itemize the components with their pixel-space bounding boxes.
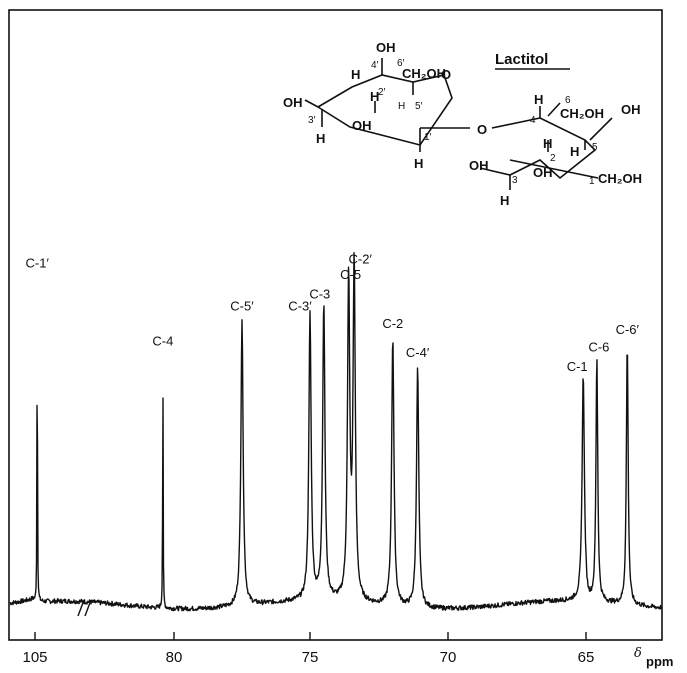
svg-text:H: H: [370, 89, 379, 104]
svg-text:OH: OH: [621, 102, 641, 117]
x-tick-label: 80: [166, 649, 183, 666]
galactose-ring: [304, 58, 470, 152]
spectrum-trace: [9, 252, 662, 612]
svg-text:O: O: [441, 67, 451, 82]
peak-label-c2: C-2: [382, 316, 403, 331]
svg-text:6: 6: [565, 95, 571, 106]
svg-text:H: H: [414, 156, 423, 171]
svg-text:H: H: [316, 131, 325, 146]
svg-text:5′: 5′: [415, 101, 423, 112]
svg-text:CH₂OH: CH₂OH: [402, 66, 446, 81]
peak-label-c1: C-1: [567, 359, 588, 374]
svg-text:3: 3: [512, 175, 518, 186]
x-tick-label: 105: [22, 649, 47, 666]
peak-label-c6: C-6′: [616, 322, 640, 337]
svg-text:H: H: [543, 136, 552, 151]
svg-text:4′: 4′: [371, 60, 379, 71]
svg-text:OH: OH: [469, 158, 489, 173]
structure-title: Lactitol: [495, 51, 548, 68]
svg-text:H: H: [500, 193, 509, 208]
svg-text:OH: OH: [376, 40, 396, 55]
plot-frame: [8, 9, 663, 641]
peak-label-c6: C-6: [588, 339, 609, 354]
svg-text:OH: OH: [283, 95, 303, 110]
peak-label-c1: C-1′: [26, 255, 50, 270]
svg-text:H: H: [534, 92, 543, 107]
svg-text:3′: 3′: [308, 115, 316, 126]
svg-text:6′: 6′: [397, 58, 405, 69]
axis-break-mark: [77, 599, 92, 617]
svg-text:CH₂OH: CH₂OH: [598, 171, 642, 186]
x-axis-ticks: 105 80 75 70 65: [22, 632, 594, 666]
axis-unit-label: ppm: [646, 654, 673, 669]
svg-text:4: 4: [530, 115, 536, 126]
glucitol-ring: [479, 102, 613, 190]
peak-label-c4: C-4: [152, 333, 173, 348]
svg-text:1′: 1′: [424, 132, 432, 143]
peak-label-c5: C-5: [340, 267, 361, 282]
svg-text:CH₂OH: CH₂OH: [560, 106, 604, 121]
svg-text:2: 2: [550, 153, 556, 164]
svg-text:1: 1: [589, 176, 595, 187]
peak-label-c5: C-5′: [230, 298, 254, 313]
peak-label-c3: C-3′: [288, 298, 312, 313]
axis-delta-symbol: δ: [634, 646, 642, 661]
svg-text:5: 5: [592, 142, 598, 153]
svg-text:H: H: [398, 101, 405, 112]
svg-text:OH: OH: [533, 165, 553, 180]
peak-label-c2: C-2′: [349, 252, 373, 267]
x-tick-label: 65: [578, 649, 595, 666]
svg-text:2′: 2′: [378, 87, 386, 98]
peak-label-c4: C-4′: [406, 345, 430, 360]
x-tick-label: 75: [302, 649, 319, 666]
svg-text:O: O: [477, 122, 487, 137]
lactitol-structure: Lactitol OH 6′ CH₂OH H 4′ O OH H 2′ H 5′…: [283, 40, 642, 208]
svg-text:OH: OH: [352, 118, 372, 133]
x-tick-label: 70: [440, 649, 457, 666]
peak-labels: C-1′ C-4 C-5′ C-3′C-3 C-5C-2′ C-2C-4′ C-1C-6 C-…: [26, 252, 640, 374]
svg-text:H: H: [570, 144, 579, 159]
svg-text:H: H: [351, 67, 360, 82]
peak-label-c3: C-3: [309, 287, 330, 302]
